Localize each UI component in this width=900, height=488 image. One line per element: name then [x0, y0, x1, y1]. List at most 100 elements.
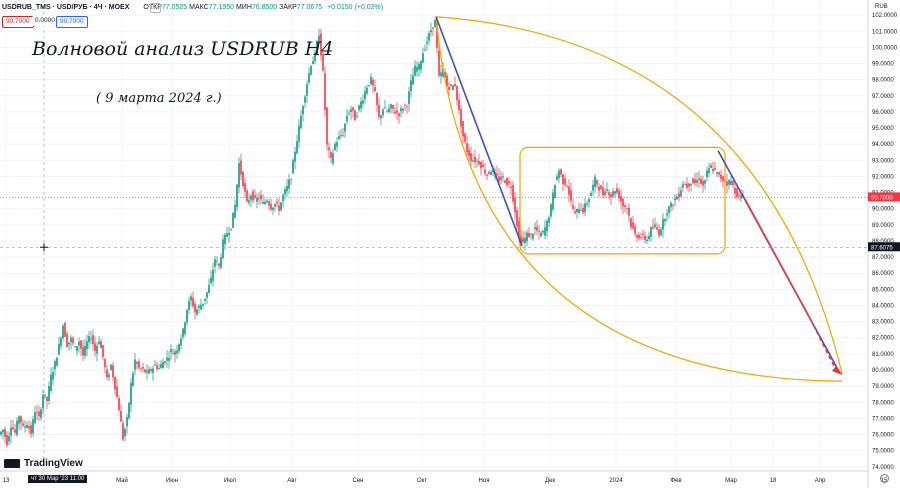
- candle-body: [522, 238, 524, 243]
- sell-price-button[interactable]: 90.7000: [2, 16, 34, 28]
- candle-body: [672, 204, 674, 206]
- candle-body: [160, 364, 162, 368]
- candle-body: [636, 235, 638, 238]
- candle-body: [164, 361, 166, 363]
- price-tick-label: 95.0000: [872, 126, 894, 132]
- candle-body: [662, 218, 664, 230]
- candle-body: [410, 80, 412, 92]
- candle-body: [556, 176, 558, 180]
- candle-body: [546, 221, 548, 232]
- candle-body: [184, 322, 186, 334]
- candle-body: [576, 208, 578, 213]
- candle-body: [214, 259, 216, 267]
- candle-body: [690, 183, 692, 186]
- time-tick-label: Окт: [417, 478, 427, 484]
- candle-body: [568, 186, 570, 195]
- time-tick-label: Сен: [353, 478, 364, 484]
- candle-body: [194, 303, 196, 313]
- candle-body: [130, 383, 132, 405]
- candle-body: [654, 224, 656, 227]
- tradingview-logo[interactable]: TradingView: [4, 458, 83, 469]
- candle-body: [732, 181, 734, 185]
- candle-body: [682, 184, 684, 188]
- candle-body: [324, 73, 326, 111]
- candle-body: [588, 198, 590, 203]
- candle-body: [6, 435, 8, 446]
- candle-body: [16, 420, 18, 436]
- chart-title[interactable]: Волновой анализ USDRUB H4: [32, 38, 334, 60]
- time-tick-label: Авг: [287, 478, 297, 484]
- candle-body: [678, 193, 680, 198]
- settings-gear-icon[interactable]: [880, 474, 889, 483]
- candle-body: [230, 228, 232, 230]
- candle-body: [20, 416, 22, 423]
- candle-body: [580, 210, 582, 211]
- candle-body: [450, 84, 452, 86]
- candle-body: [736, 188, 738, 198]
- candle-body: [532, 233, 534, 239]
- symbol-label[interactable]: USDRUB_TMS · USD/РУБ · 4Ч · MOEX: [2, 3, 130, 11]
- chart-date-note[interactable]: ( 9 марта 2024 г.): [96, 91, 222, 106]
- candle-body: [426, 41, 428, 44]
- candle-body: [630, 218, 632, 227]
- candle-body: [592, 184, 594, 191]
- candle-body: [204, 298, 206, 301]
- candle-body: [498, 176, 500, 182]
- candle-body: [574, 211, 576, 214]
- candle-body: [490, 171, 492, 175]
- price-tick-label: 89.0000: [872, 223, 894, 229]
- high-value: 77.1950: [208, 3, 234, 11]
- candle-body: [34, 412, 36, 424]
- candle-body: [448, 86, 450, 91]
- candle-body: [272, 207, 274, 210]
- candle-body: [390, 104, 392, 109]
- crosshair-price-tag: [868, 242, 900, 252]
- candle-body: [408, 91, 410, 104]
- candle-body: [442, 68, 444, 77]
- candle-body: [544, 227, 546, 236]
- candle-body: [62, 325, 64, 339]
- candle-body: [538, 230, 540, 232]
- candle-body: [48, 386, 50, 401]
- candle-body: [502, 176, 504, 178]
- current-price-tag: [868, 192, 900, 202]
- candle-body: [40, 409, 42, 419]
- candle-body: [180, 338, 182, 346]
- candle-body: [24, 426, 26, 428]
- candle-body: [734, 188, 736, 194]
- candle-body: [696, 179, 698, 183]
- buy-price-button[interactable]: 90.7000: [56, 16, 88, 28]
- price-tick-label: 79.0000: [872, 384, 894, 390]
- candle-body: [738, 194, 740, 196]
- candle-body: [660, 229, 662, 236]
- candle-body: [250, 195, 252, 200]
- candle-body: [36, 411, 38, 413]
- price-tick-label: 94.0000: [872, 142, 894, 148]
- candle-body: [370, 76, 372, 85]
- price-tick-label: 83.0000: [872, 320, 894, 326]
- candle-body: [440, 72, 442, 77]
- indicator-toggle-icon[interactable]: [150, 3, 161, 13]
- candle-body: [132, 373, 134, 386]
- wave-arc-lower: [435, 16, 843, 382]
- candle-body: [642, 233, 644, 235]
- candle-body: [288, 179, 290, 189]
- candle-body: [326, 107, 328, 145]
- candle-body: [112, 365, 114, 378]
- candle-body: [72, 337, 74, 344]
- candle-body: [98, 341, 100, 344]
- time-scale[interactable]: 13 Май Июн Июл Авг Сен Окт Ноя Дек 2024 Фев Мар 18 Ап…: [3, 477, 888, 484]
- candle-body: [74, 346, 76, 348]
- crosshair-time-label: чт 30 Мар '23 11:00: [28, 475, 88, 483]
- currency-label[interactable]: RUB: [875, 4, 888, 10]
- candle-body: [294, 152, 296, 162]
- candle-body: [392, 104, 394, 109]
- forecast-dash-line: [809, 318, 837, 371]
- candle-body: [686, 183, 688, 188]
- candle-body: [314, 52, 316, 62]
- price-scale[interactable]: 74.0000 75.0000 76.0000 77.0000 78.0000 79.00…: [872, 13, 898, 471]
- candle-body: [118, 398, 120, 411]
- candle-body: [82, 347, 84, 356]
